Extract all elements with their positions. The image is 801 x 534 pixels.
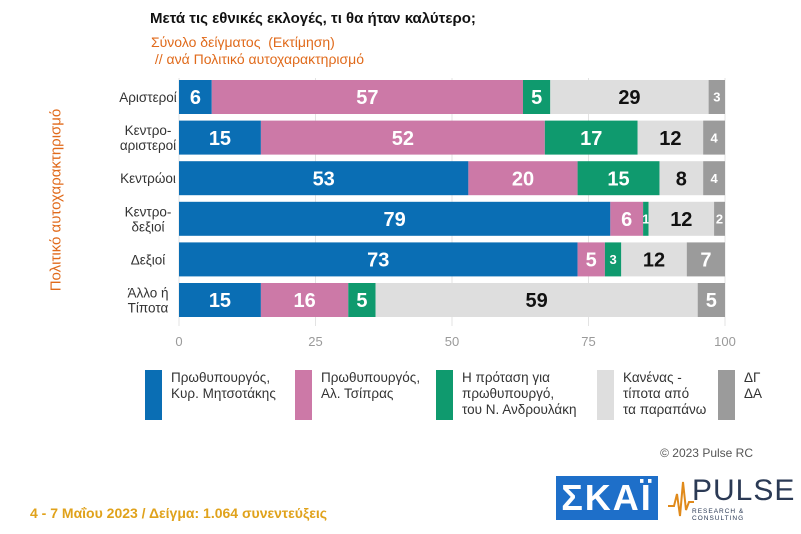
bar-segment — [648, 201, 715, 236]
bar-segment — [703, 120, 725, 155]
data-label: 15 — [209, 128, 231, 150]
data-label: 59 — [526, 290, 548, 312]
bar-segment — [179, 80, 212, 114]
data-label: 6 — [621, 209, 632, 231]
bar-segment — [179, 161, 469, 196]
chart-title: Μετά τις εθνικές εκλογές, τι θα ήταν καλ… — [150, 10, 476, 27]
bar-segment — [179, 201, 611, 236]
bar-segment — [659, 161, 704, 196]
data-label: 20 — [512, 168, 534, 190]
bar-segment — [348, 283, 376, 317]
bar-segment — [522, 80, 551, 114]
bar-segment — [211, 80, 523, 114]
legend-swatch — [718, 370, 735, 420]
x-tick-label: 0 — [175, 334, 182, 349]
copyright-text: © 2023 Pulse RC — [660, 446, 753, 460]
category-label: Κεντρο-αριστεροί — [120, 123, 176, 153]
data-label: 5 — [531, 87, 542, 109]
data-label: 12 — [659, 128, 681, 150]
legend-label: Πρωθυπουργός, Αλ. Τσίπρας — [321, 370, 421, 401]
bar-segment — [621, 242, 687, 277]
bar-segment — [703, 161, 725, 196]
data-label: 4 — [710, 171, 718, 186]
bar-segment — [375, 283, 698, 317]
data-label: 3 — [609, 252, 616, 267]
data-label: 12 — [643, 250, 665, 272]
data-label: 5 — [586, 250, 597, 272]
legend-swatch — [145, 370, 162, 420]
legend-swatch — [295, 370, 312, 420]
x-tick-label: 50 — [445, 334, 459, 349]
data-label: 1 — [642, 211, 649, 226]
data-label: 15 — [209, 290, 231, 312]
bar-segment — [610, 201, 644, 236]
pulse-logo-text: PULSE — [692, 474, 796, 507]
data-label: 12 — [670, 209, 692, 231]
legend-swatch — [436, 370, 453, 420]
legend-label: Κανένας - τίποτα από τα παραπάνω — [623, 370, 707, 417]
skai-logo: ΣΚΑΪ — [556, 476, 658, 520]
data-label: 8 — [676, 168, 687, 190]
category-label: Κεντρώοι — [120, 171, 176, 186]
bar-segment — [179, 283, 261, 317]
data-label: 17 — [580, 128, 602, 150]
data-label: 6 — [190, 87, 201, 109]
data-label: 52 — [392, 128, 414, 150]
data-label: 79 — [384, 209, 406, 231]
data-label: 5 — [706, 290, 717, 312]
x-tick-label: 25 — [308, 334, 322, 349]
data-label: 3 — [713, 90, 720, 105]
chart-legend: Πρωθυπουργός, Κυρ. Μητσοτάκης Πρωθυπουργό… — [145, 368, 765, 424]
pulse-logo: PULSE RESEARCH & CONSULTING — [668, 474, 794, 522]
data-label: 7 — [700, 250, 711, 272]
bar-segment — [686, 242, 725, 277]
x-tick-label: 75 — [581, 334, 595, 349]
survey-footer: 4 - 7 Μαΐου 2023 / Δείγμα: 1.064 συνεντε… — [30, 505, 328, 521]
bar-segment — [604, 242, 622, 277]
bar-segment — [550, 80, 709, 114]
bar-segment — [260, 283, 349, 317]
category-label: Κεντρο-δεξιοί — [125, 204, 172, 234]
bar-segment — [577, 242, 605, 277]
data-label: 29 — [618, 87, 640, 109]
legend-label: Πρωθυπουργός, Κυρ. Μητσοτάκης — [171, 370, 276, 401]
pulse-logo-subtext: RESEARCH & CONSULTING — [692, 508, 745, 522]
bar-segment — [643, 201, 649, 236]
x-tick-label: 100 — [714, 334, 736, 349]
legend-label: Η πρόταση για πρωθυπουργό, του Ν. Ανδρου… — [462, 370, 577, 417]
bar-segment — [697, 283, 725, 317]
bar-segment — [468, 161, 578, 196]
bar-segment — [708, 80, 725, 114]
category-label: Αριστεροί — [119, 90, 177, 105]
bar-segment — [544, 120, 638, 155]
pulse-wave-icon — [668, 481, 694, 517]
bar-segment — [637, 120, 704, 155]
data-label: 57 — [356, 87, 378, 109]
data-label: 16 — [293, 290, 315, 312]
data-label: 73 — [367, 250, 389, 272]
chart-subtitle: Σύνολο δείγματος (Εκτίμηση) // ανά Πολιτ… — [151, 34, 365, 67]
bar-segment — [260, 120, 545, 155]
data-label: 5 — [356, 290, 367, 312]
data-label: 4 — [710, 130, 718, 145]
category-label: Δεξιοί — [131, 252, 166, 267]
bar-segment — [179, 120, 261, 155]
data-label: 2 — [716, 211, 723, 226]
legend-label: ΔΓ ΔΑ — [744, 370, 763, 401]
data-label: 53 — [313, 168, 335, 190]
bar-segment — [179, 242, 578, 277]
legend-swatch — [597, 370, 614, 420]
bar-segment — [714, 201, 725, 236]
data-label: 15 — [607, 168, 629, 190]
bar-segment — [577, 161, 660, 196]
category-label: Άλλο ή Τίποτα — [127, 286, 168, 316]
